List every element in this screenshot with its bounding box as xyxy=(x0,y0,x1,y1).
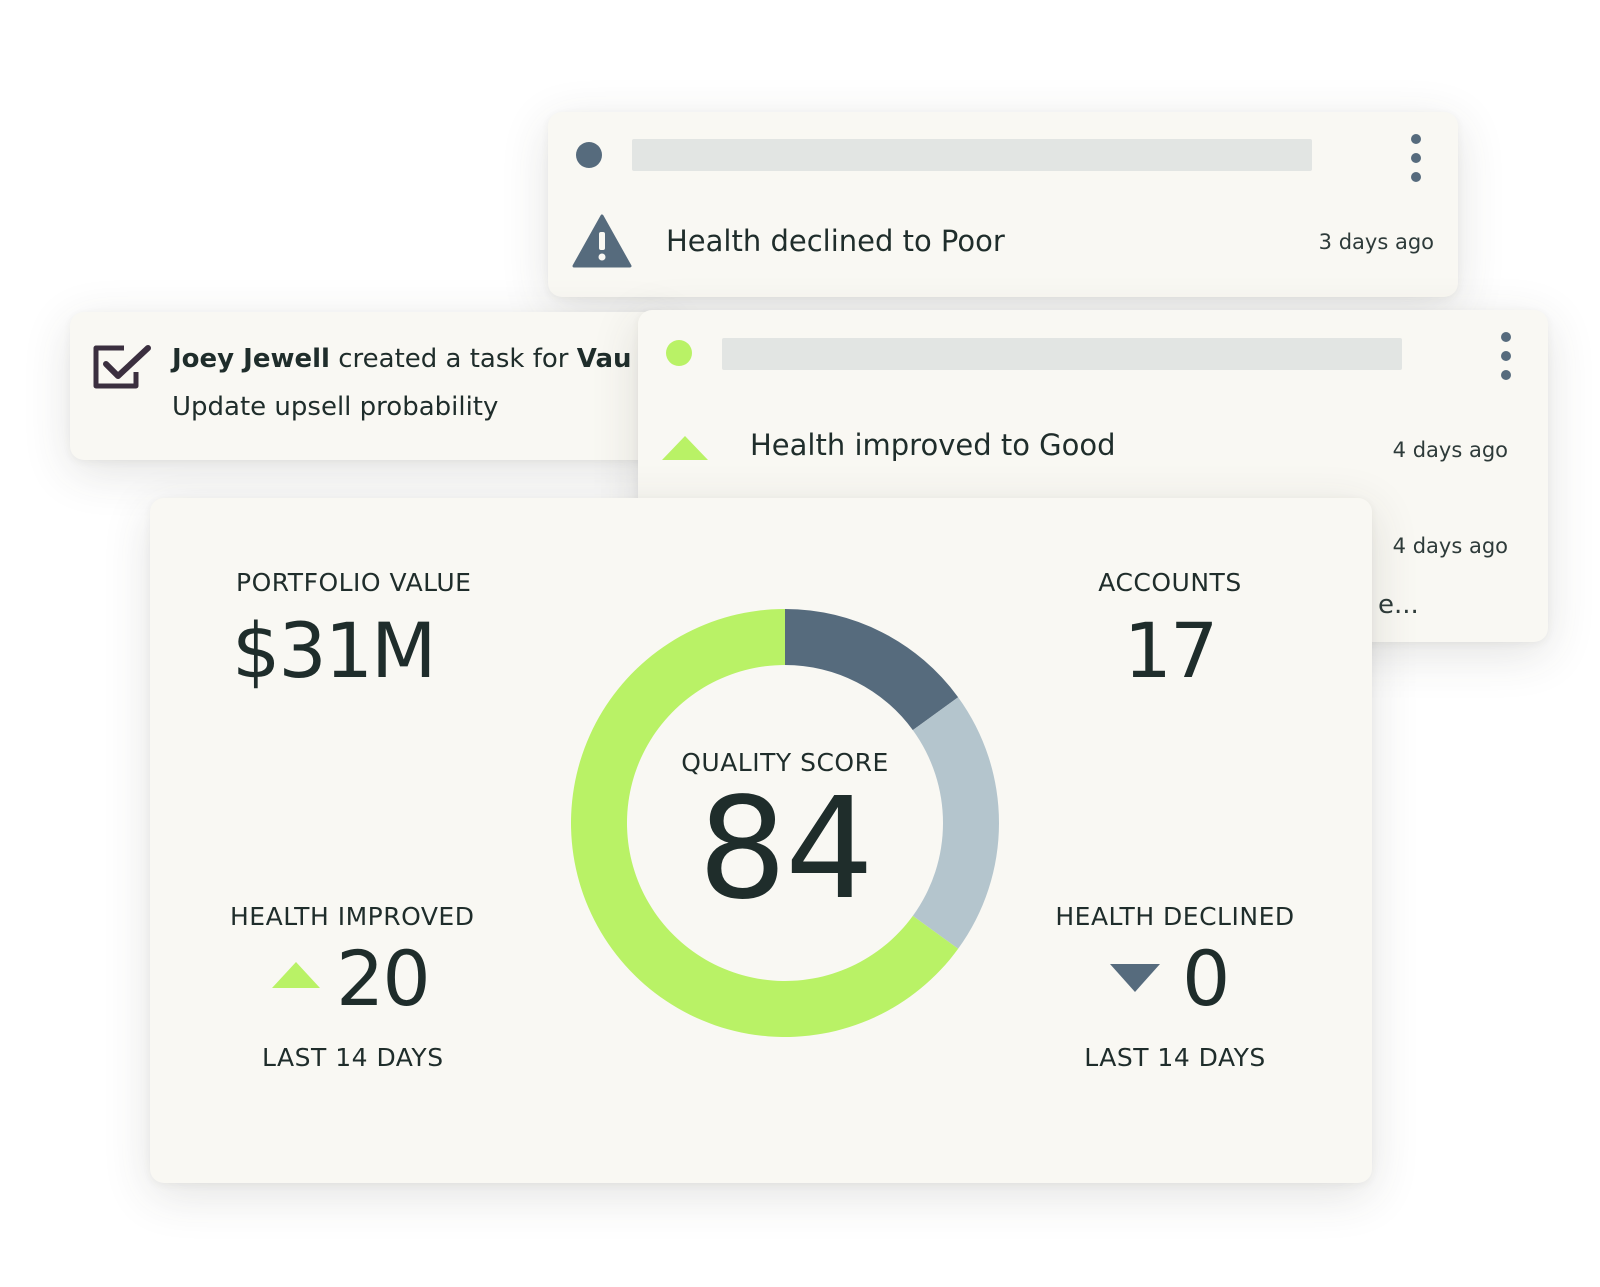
more-options-icon[interactable] xyxy=(1406,134,1426,182)
down-triangle-icon xyxy=(1108,962,1162,994)
warning-triangle-icon xyxy=(572,214,632,268)
placeholder-bar xyxy=(722,338,1402,370)
health-improved-period: LAST 14 DAYS xyxy=(262,1043,444,1072)
task-author[interactable]: Joey Jewell xyxy=(172,344,330,374)
task-summary: Joey Jewell created a task for Vau xyxy=(172,344,632,374)
up-triangle-icon xyxy=(270,960,322,990)
accounts-label: ACCOUNTS xyxy=(1070,568,1270,597)
portfolio-value: $31M xyxy=(232,606,435,695)
alert-timestamp: 4 days ago xyxy=(1393,438,1508,462)
task-target[interactable]: Vau xyxy=(577,344,632,374)
checkbox-checked-icon xyxy=(92,342,152,390)
truncated-text: e... xyxy=(1378,590,1419,620)
health-improved-label: HEALTH IMPROVED xyxy=(230,902,474,931)
alert-text: Health improved to Good xyxy=(750,428,1116,462)
health-declined-period: LAST 14 DAYS xyxy=(1050,1043,1300,1072)
status-dot xyxy=(576,142,602,168)
accounts-value: 17 xyxy=(1070,606,1270,695)
status-dot xyxy=(666,340,692,366)
alert-timestamp-2: 4 days ago xyxy=(1393,534,1508,558)
quality-score-value: 84 xyxy=(610,768,960,931)
task-action: created a task for xyxy=(330,344,577,374)
portfolio-value-label: PORTFOLIO VALUE xyxy=(236,568,471,597)
alert-card-declined[interactable]: Health declined to Poor 3 days ago xyxy=(548,112,1458,297)
health-declined-label: HEALTH DECLINED xyxy=(1050,902,1300,931)
task-activity-card[interactable]: Joey Jewell created a task for Vau Updat… xyxy=(70,312,670,460)
alert-timestamp: 3 days ago xyxy=(1319,230,1434,254)
health-declined-value: 0 xyxy=(1182,934,1228,1023)
health-improved-value: 20 xyxy=(336,934,429,1023)
donut-slice-0 xyxy=(785,609,958,730)
placeholder-bar xyxy=(632,139,1312,171)
up-triangle-icon xyxy=(660,434,710,462)
more-options-icon[interactable] xyxy=(1496,332,1516,380)
portfolio-stats-card: PORTFOLIO VALUE $31M ACCOUNTS 17 QUALITY… xyxy=(150,498,1372,1183)
task-title[interactable]: Update upsell probability xyxy=(172,392,498,422)
alert-text: Health declined to Poor xyxy=(666,224,1005,258)
